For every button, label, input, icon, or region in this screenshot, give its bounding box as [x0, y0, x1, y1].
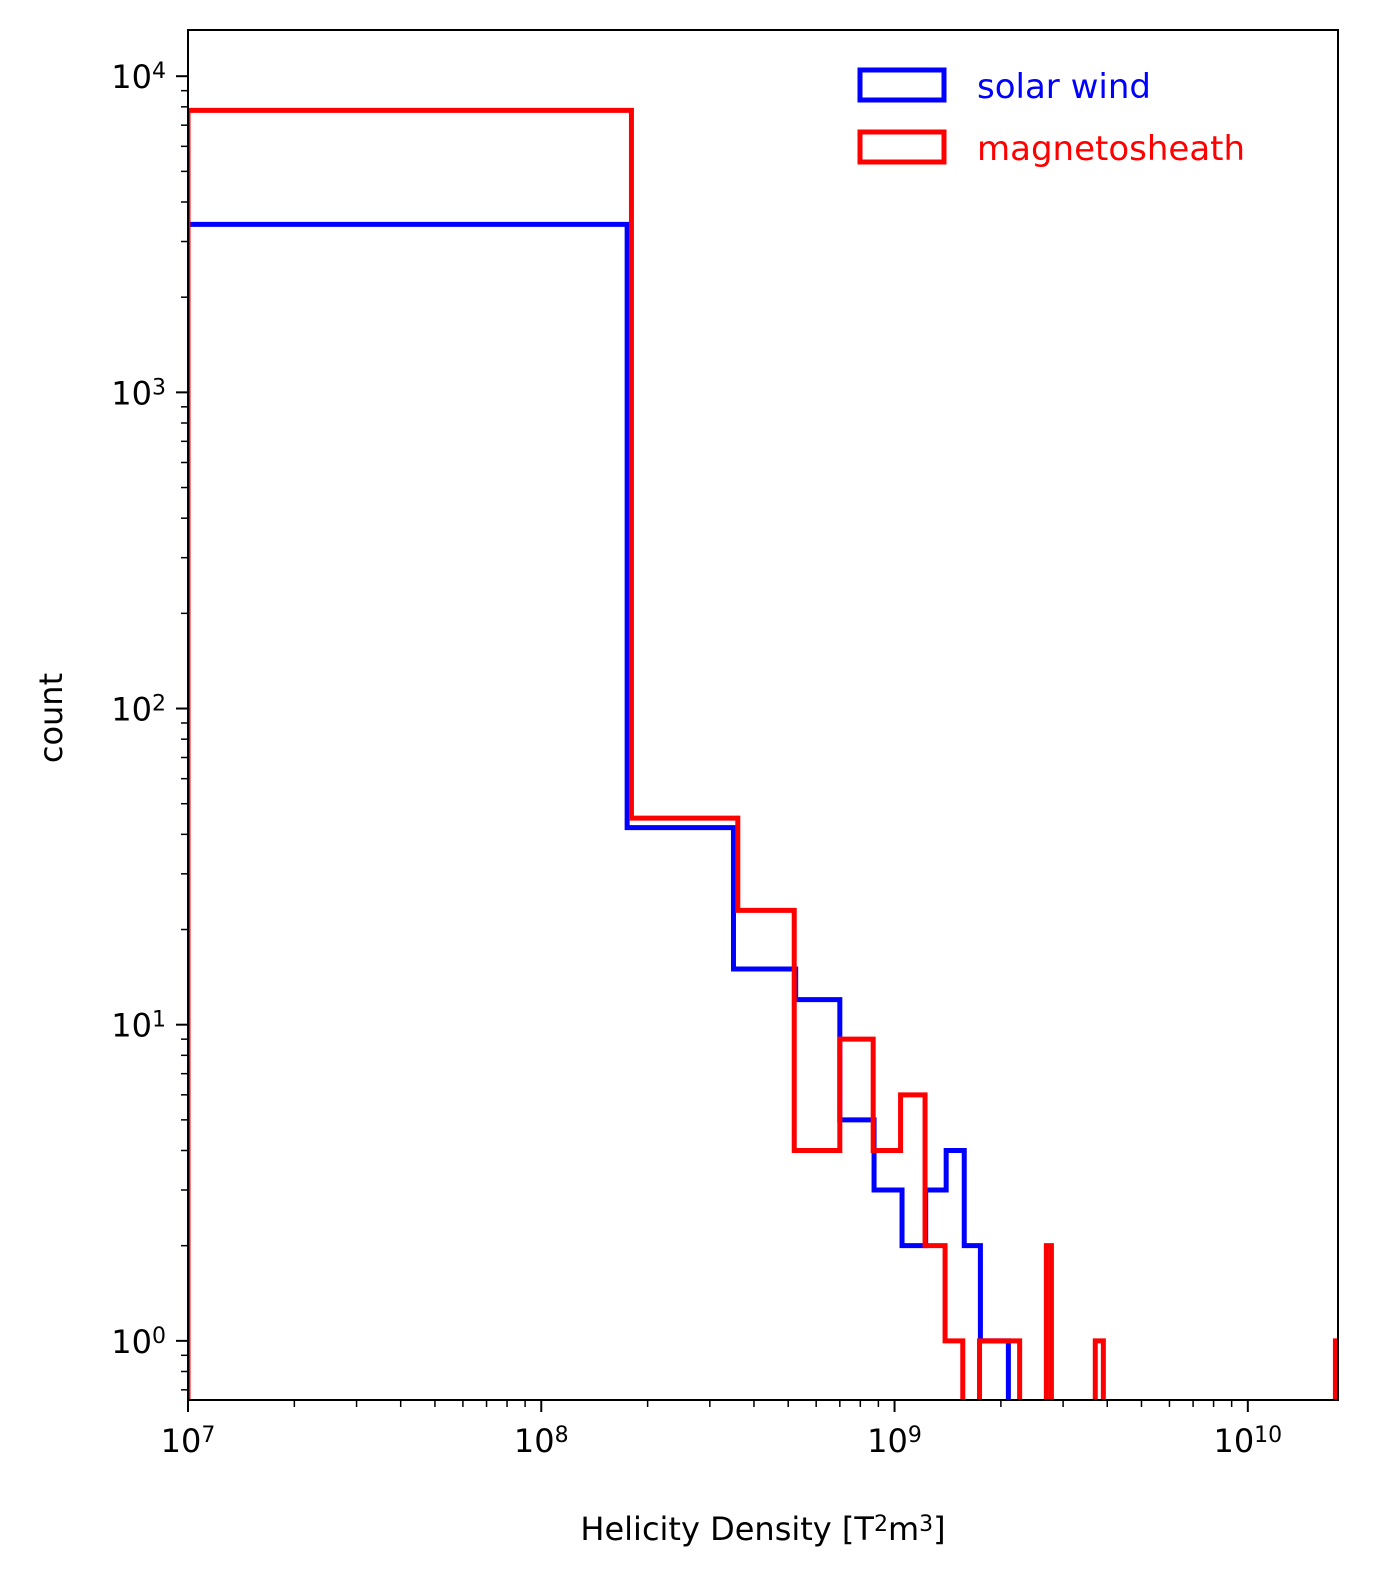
histogram-bin — [188, 110, 631, 1585]
y-axis-label: count — [32, 673, 70, 763]
series-magnetosheath — [188, 107, 1338, 1585]
histogram-outline — [188, 221, 1011, 1400]
tick-label: 101 — [111, 1007, 166, 1045]
tick-label: 102 — [111, 691, 166, 729]
legend-label: solar wind — [977, 67, 1151, 107]
legend-swatch — [857, 129, 947, 165]
legend: solar wind magnetosheath — [857, 67, 1245, 169]
tick-label: 109 — [867, 1422, 922, 1460]
x-axis-label: Helicity Density [T2m3] — [580, 1510, 945, 1548]
tick-label: 108 — [514, 1422, 569, 1460]
legend-swatch — [857, 67, 947, 103]
series-solar-wind — [188, 221, 1011, 1400]
plot-frame — [187, 29, 1339, 1401]
tick-label: 1010 — [1213, 1422, 1282, 1460]
tick-label: 100 — [111, 1323, 166, 1361]
legend-label: magnetosheath — [977, 129, 1245, 169]
histogram-outline — [188, 107, 1338, 1400]
tick-label: 103 — [111, 374, 166, 412]
legend-item: solar wind — [857, 67, 1151, 107]
legend-item: magnetosheath — [857, 129, 1245, 169]
tick-label: 104 — [111, 58, 166, 96]
tick-label: 107 — [161, 1422, 216, 1460]
